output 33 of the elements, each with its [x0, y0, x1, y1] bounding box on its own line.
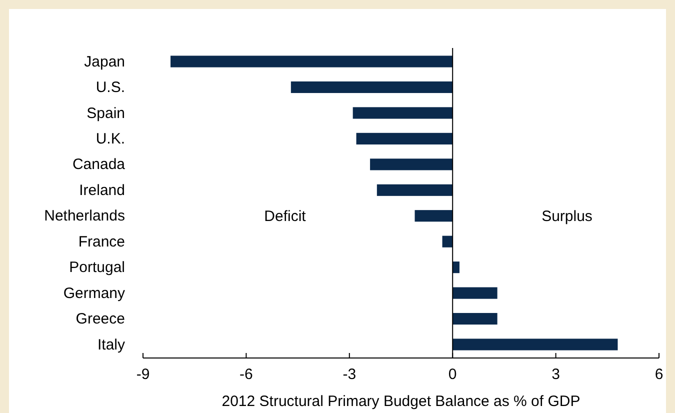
- bar: [352, 107, 453, 119]
- x-tick-label: -6: [240, 366, 253, 383]
- y-tick-label: U.K.: [96, 130, 125, 148]
- y-tick-label: Germany: [63, 284, 126, 302]
- x-tick-label: 0: [448, 366, 457, 383]
- y-tick-label: Spain: [86, 104, 125, 122]
- x-tick-label: 6: [654, 366, 664, 383]
- y-tick-label: Italy: [97, 336, 126, 354]
- y-tick-label: Japan: [84, 53, 125, 70]
- x-tick-label: -3: [342, 366, 356, 383]
- x-tick-label: 3: [552, 366, 560, 383]
- bar: [452, 312, 498, 325]
- y-tick-label: Canada: [72, 156, 126, 174]
- bar: [170, 56, 453, 68]
- bar: [452, 338, 618, 350]
- bar: [414, 210, 453, 222]
- y-tick-label: Portugal: [69, 259, 125, 276]
- annotation: Surplus: [542, 208, 592, 225]
- bar: [356, 132, 453, 144]
- x-tick-label: -9: [136, 366, 150, 383]
- y-tick-label: U.S.: [96, 79, 125, 96]
- y-tick-label: France: [78, 233, 125, 250]
- y-tick-label: Ireland: [79, 182, 125, 199]
- bar: [442, 236, 453, 248]
- x-axis-title: 2012 Structural Primary Budget Balance as % of GDP: [222, 393, 580, 410]
- bar: [376, 184, 453, 196]
- bar: [452, 287, 498, 299]
- bar: [290, 81, 453, 94]
- bar: [452, 262, 460, 274]
- annotation: Deficit: [264, 208, 307, 225]
- y-tick-label: Greece: [76, 310, 125, 328]
- bar: [370, 158, 453, 170]
- y-tick-label: Netherlands: [44, 208, 125, 225]
